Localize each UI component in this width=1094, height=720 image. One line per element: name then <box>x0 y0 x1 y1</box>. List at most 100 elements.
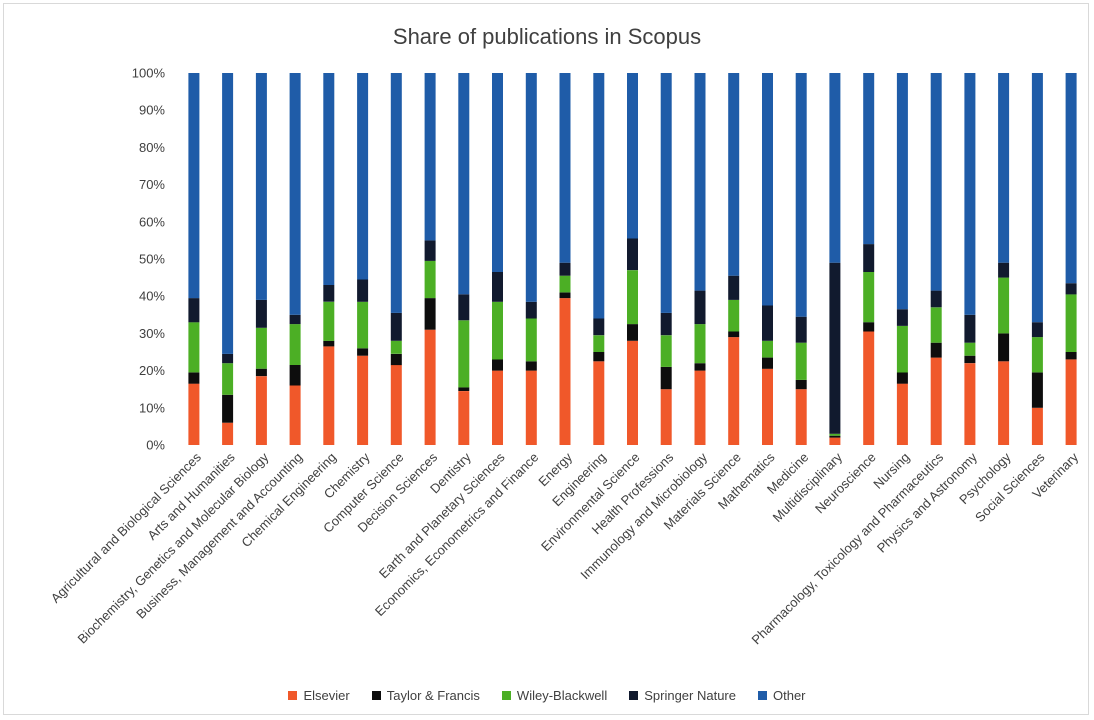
bar-segment <box>896 326 908 373</box>
bar-segment <box>762 305 773 341</box>
bar-segment <box>660 335 672 367</box>
legend-label: Other <box>773 688 806 703</box>
bar-segment <box>795 73 807 317</box>
bar-segment <box>559 275 571 293</box>
y-tick-label: 100% <box>132 66 166 81</box>
bar-segment <box>1065 359 1077 445</box>
bar-segment <box>930 307 942 343</box>
bar-segment <box>795 342 807 380</box>
bar-segment <box>424 240 436 261</box>
bar-segment <box>1031 337 1043 373</box>
bar-segment <box>323 285 335 302</box>
bar-segment <box>525 318 537 362</box>
bar-segment <box>424 73 436 241</box>
bar-segment <box>559 262 571 276</box>
bar-segment <box>222 73 234 354</box>
bar-segment <box>323 301 335 341</box>
bar-segment <box>458 391 470 445</box>
y-axis-ticks: 0% 10% 20% 30% 40% 50% 60% 70% 80% 90% 100% <box>132 66 166 453</box>
bar-segment <box>188 372 200 384</box>
bar-segment <box>795 379 807 390</box>
legend-swatch <box>501 691 511 700</box>
bar-segment <box>998 361 1010 445</box>
bar-segment <box>390 365 402 445</box>
bar-segment <box>255 376 267 445</box>
bar-segment <box>829 433 841 436</box>
bar-segment <box>863 272 875 323</box>
bar-segment <box>728 331 740 338</box>
bar-segment <box>1065 73 1077 284</box>
bar-segment <box>762 73 773 306</box>
bar-segment <box>390 353 402 366</box>
bar-segment <box>357 355 369 445</box>
bar-segment <box>1031 407 1043 445</box>
bar-segment <box>1031 372 1043 408</box>
bar-segment <box>694 73 706 291</box>
bar-segment <box>525 73 537 302</box>
bar-segment <box>762 340 773 358</box>
bar-segment <box>863 73 875 245</box>
bar-segment <box>492 370 503 445</box>
bar-segment <box>762 368 773 445</box>
bar-segment <box>525 301 537 319</box>
chart-plot: 0% 10% 20% 30% 40% 50% 60% 70% 80% 90% 100% Agricu… <box>48 66 1082 648</box>
legend-item: Wiley-Blackwell <box>501 688 608 703</box>
bar-segment <box>289 73 301 315</box>
legend-swatch <box>758 691 767 700</box>
bar-segment <box>829 435 841 438</box>
bar-segment <box>627 340 638 445</box>
bar-segment <box>863 244 875 272</box>
bar-segment <box>694 370 706 445</box>
bar-segment <box>896 309 908 326</box>
bar-segment <box>424 329 436 445</box>
bar-segment <box>660 366 672 390</box>
bar-segment <box>998 73 1010 263</box>
y-tick-label: 60% <box>139 214 165 229</box>
bar-segment <box>660 73 672 313</box>
bar-segment <box>492 301 503 360</box>
bar-segment <box>795 389 807 445</box>
y-tick-label: 90% <box>139 103 165 118</box>
y-tick-label: 50% <box>139 252 165 267</box>
chart-frame <box>3 3 1089 715</box>
y-tick-label: 70% <box>139 177 165 192</box>
bar-segment <box>930 357 942 445</box>
bar-segment <box>998 277 1010 334</box>
bar-segment <box>222 363 234 395</box>
bar-segment <box>964 73 976 315</box>
y-tick-label: 30% <box>139 326 165 341</box>
legend-label: Elsevier <box>303 688 350 703</box>
bar-segment <box>559 292 571 299</box>
bar-segment <box>694 324 706 364</box>
bar-segment <box>964 363 976 445</box>
chart-title: Share of publications in Scopus <box>392 24 702 49</box>
legend-swatch <box>629 691 639 700</box>
bar-segment <box>357 73 369 280</box>
bar-segment <box>660 389 672 445</box>
bar-segment <box>357 301 369 349</box>
bar-segment <box>1065 294 1077 352</box>
bar-segment <box>863 331 875 445</box>
bar-segment <box>627 270 638 325</box>
bar-segment <box>694 290 706 325</box>
bar-segment <box>593 73 605 319</box>
bar-segment <box>289 365 301 386</box>
legend-label: Wiley-Blackwell <box>516 688 608 703</box>
bar-segment <box>930 342 942 358</box>
bar-segment <box>357 279 369 302</box>
bar-segment <box>188 298 200 323</box>
bar-segment <box>795 316 807 343</box>
bar-segment <box>627 73 638 239</box>
bar-segment <box>390 340 402 354</box>
bar-segment <box>289 314 301 325</box>
bar-segment <box>188 383 200 445</box>
bar-segment <box>593 361 605 445</box>
bar-segment <box>188 322 200 373</box>
y-tick-label: 80% <box>139 140 165 155</box>
bar-segment <box>255 299 267 328</box>
bar-segment <box>559 73 571 263</box>
bar-segment <box>998 262 1010 278</box>
bar-segment <box>896 383 908 445</box>
bar-segment <box>424 260 436 299</box>
legend-item: Other <box>758 688 806 703</box>
